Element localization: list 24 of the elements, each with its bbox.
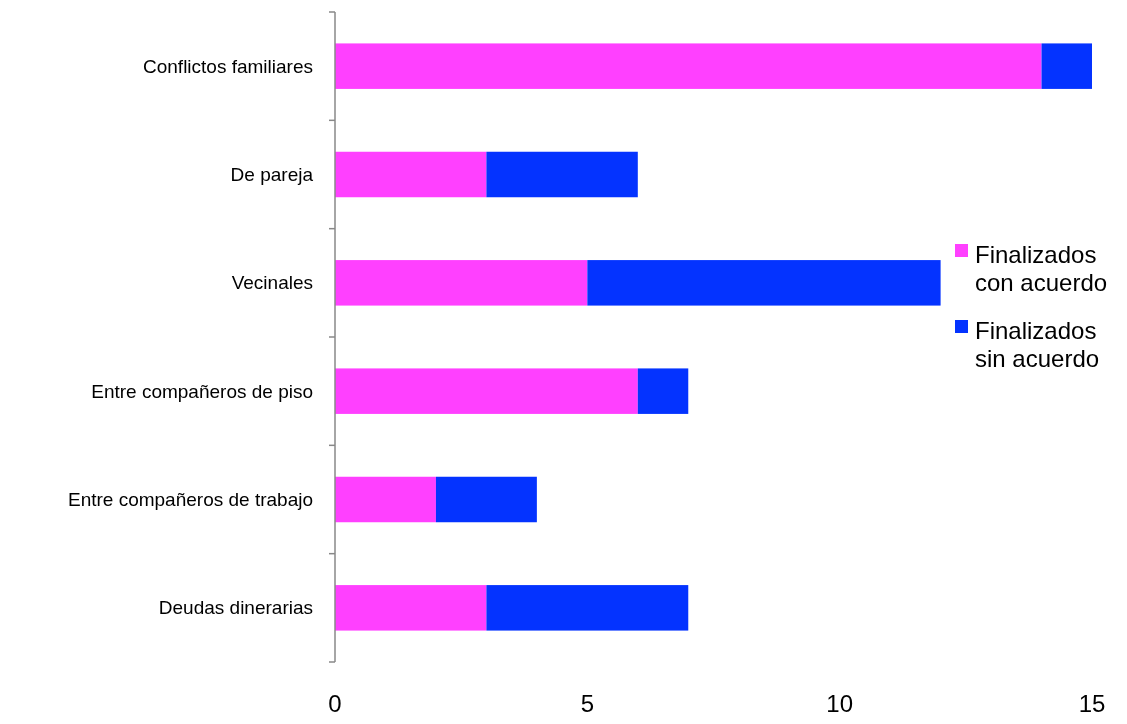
x-tick-label: 10	[826, 690, 854, 717]
bar	[335, 368, 638, 414]
bar	[335, 43, 1042, 89]
bar	[335, 585, 487, 631]
bar	[335, 476, 436, 523]
bar	[435, 476, 537, 523]
bar	[637, 368, 689, 414]
y-tick-label: Entre compañeros de piso	[91, 380, 313, 402]
x-tick-label: 15	[1078, 690, 1106, 717]
x-tick-label: 0	[328, 690, 342, 717]
y-tick-label: Vecinales	[231, 272, 313, 294]
x-tick-label: 5	[580, 690, 595, 717]
bar	[1041, 43, 1092, 89]
legend-label: Finalizados con acuerdo	[975, 241, 1108, 297]
bar	[587, 260, 941, 306]
legend-label: Finalizados sin acuerdo	[975, 317, 1100, 373]
y-tick-label: Entre compañeros de trabajo	[67, 489, 313, 511]
bar	[486, 585, 689, 631]
bar	[486, 151, 638, 198]
y-tick-label: Conflictos familiares	[143, 55, 313, 77]
y-tick-label: Deudas dinerarias	[158, 597, 313, 619]
bar	[335, 151, 487, 198]
bar	[335, 260, 588, 306]
y-tick-label: De pareja	[230, 164, 314, 186]
